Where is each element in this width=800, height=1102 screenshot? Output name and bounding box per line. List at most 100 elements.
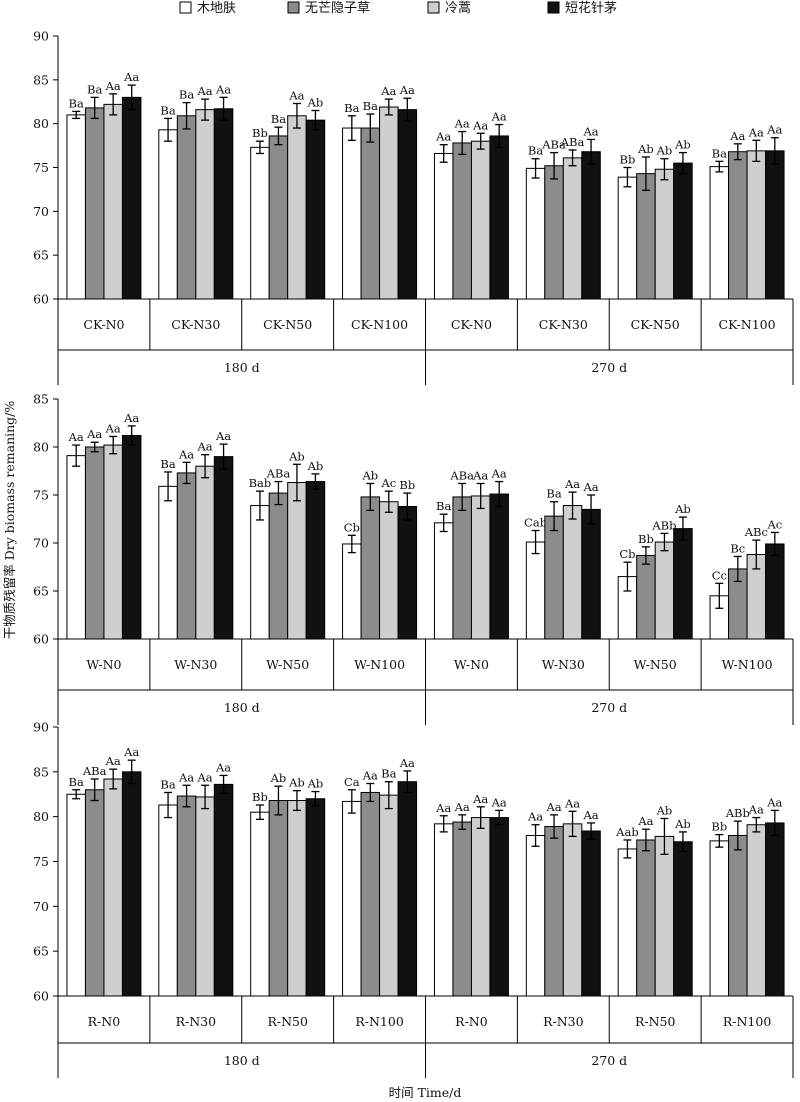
significance-label: Aa: [564, 477, 580, 491]
category-label: CK-N50: [263, 317, 312, 332]
significance-label: Aa: [288, 89, 304, 103]
group-label: 270 d: [591, 700, 627, 715]
bar: [746, 150, 767, 300]
bar: [158, 485, 178, 640]
y-tick-label: 85: [33, 392, 49, 407]
category-label: CK-N30: [171, 317, 220, 332]
bar: [765, 150, 785, 300]
bar: [470, 495, 491, 640]
bar: [636, 839, 656, 997]
significance-label: Ba: [160, 103, 175, 117]
category-label: R-N30: [176, 1014, 217, 1029]
bar: [342, 800, 362, 997]
bar: [654, 835, 675, 997]
bar: [728, 834, 748, 997]
significance-label: Ab: [307, 777, 324, 791]
bar: [121, 771, 142, 997]
significance-label: Ab: [307, 459, 324, 473]
bar: [709, 166, 730, 300]
bar: [305, 798, 326, 997]
bar: [66, 455, 86, 640]
bar: [379, 501, 399, 640]
bar: [84, 789, 105, 997]
category-label: CK-N0: [83, 317, 124, 332]
bar: [287, 482, 307, 640]
significance-label: Ab: [656, 803, 673, 817]
significance-label: Aa: [196, 770, 212, 784]
significance-label: Aa: [435, 801, 451, 815]
significance-label: Aa: [68, 430, 84, 444]
bar: [452, 496, 472, 640]
bar: [544, 826, 564, 997]
bar: [66, 114, 86, 300]
x-axis-label: 时间 Time/d: [389, 1085, 462, 1100]
category-label: CK-N0: [451, 317, 492, 332]
bar: [765, 822, 785, 997]
significance-label: ABb: [651, 518, 676, 532]
significance-label: Aa: [215, 429, 231, 443]
significance-label: Aa: [472, 118, 488, 132]
bar: [746, 824, 767, 997]
significance-label: Aa: [582, 480, 598, 494]
bar: [121, 96, 142, 300]
bar: [452, 142, 472, 300]
category-label: R-N100: [355, 1014, 403, 1029]
significance-label: ABc: [744, 525, 768, 539]
bar: [673, 162, 693, 300]
y-tick-label: 80: [33, 116, 49, 131]
significance-label: ABa: [560, 135, 585, 149]
bar: [470, 817, 491, 997]
significance-label: Ba: [87, 82, 102, 96]
significance-label: Ba: [271, 112, 286, 126]
bar: [213, 456, 234, 640]
significance-label: Ab: [674, 817, 691, 831]
category-label: W-N50: [634, 657, 677, 672]
legend-label: 木地肤: [197, 1, 236, 16]
bar: [287, 800, 307, 997]
bar: [525, 541, 546, 640]
y-tick-label: 70: [33, 536, 49, 551]
category-label: CK-N100: [351, 317, 408, 332]
bar: [728, 151, 748, 300]
y-tick-label: 75: [33, 488, 49, 503]
significance-label: Cab: [524, 516, 547, 530]
significance-label: Aa: [123, 745, 139, 759]
significance-label: Ba: [381, 767, 396, 781]
category-label: W-N30: [174, 657, 217, 672]
significance-label: Aa: [637, 814, 653, 828]
bar: [673, 841, 693, 997]
bar: [562, 157, 583, 300]
significance-label: Aa: [215, 760, 231, 774]
y-tick-label: 80: [33, 440, 49, 455]
bar: [525, 834, 546, 997]
significance-label: Cc: [712, 568, 727, 582]
significance-label: Aa: [491, 467, 507, 481]
category-label: W-N100: [722, 657, 773, 672]
significance-label: ABa: [541, 138, 566, 152]
category-label: CK-N100: [719, 317, 776, 332]
y-tick-label: 60: [33, 292, 49, 307]
bar: [397, 781, 418, 997]
y-tick-label: 65: [33, 944, 49, 959]
significance-label: ABa: [449, 468, 474, 482]
significance-label: Ab: [674, 502, 691, 516]
significance-label: Ba: [712, 146, 727, 160]
significance-label: Aa: [527, 810, 543, 824]
significance-label: Aa: [766, 795, 782, 809]
significance-label: Aa: [178, 447, 194, 461]
y-tick-label: 70: [33, 204, 49, 219]
significance-label: Aa: [766, 123, 782, 137]
significance-label: ABb: [725, 806, 750, 820]
group-label: 270 d: [591, 1053, 627, 1068]
significance-label: Ab: [288, 776, 305, 790]
bar: [397, 506, 418, 640]
category-label: R-N50: [267, 1014, 308, 1029]
y-tick-label: 85: [33, 72, 49, 87]
bar: [195, 465, 215, 640]
significance-label: Aa: [435, 130, 451, 144]
significance-label: Ab: [288, 449, 305, 463]
significance-label: Aab: [615, 825, 639, 839]
bar: [433, 823, 454, 997]
bar: [66, 793, 86, 997]
bar: [470, 140, 491, 300]
